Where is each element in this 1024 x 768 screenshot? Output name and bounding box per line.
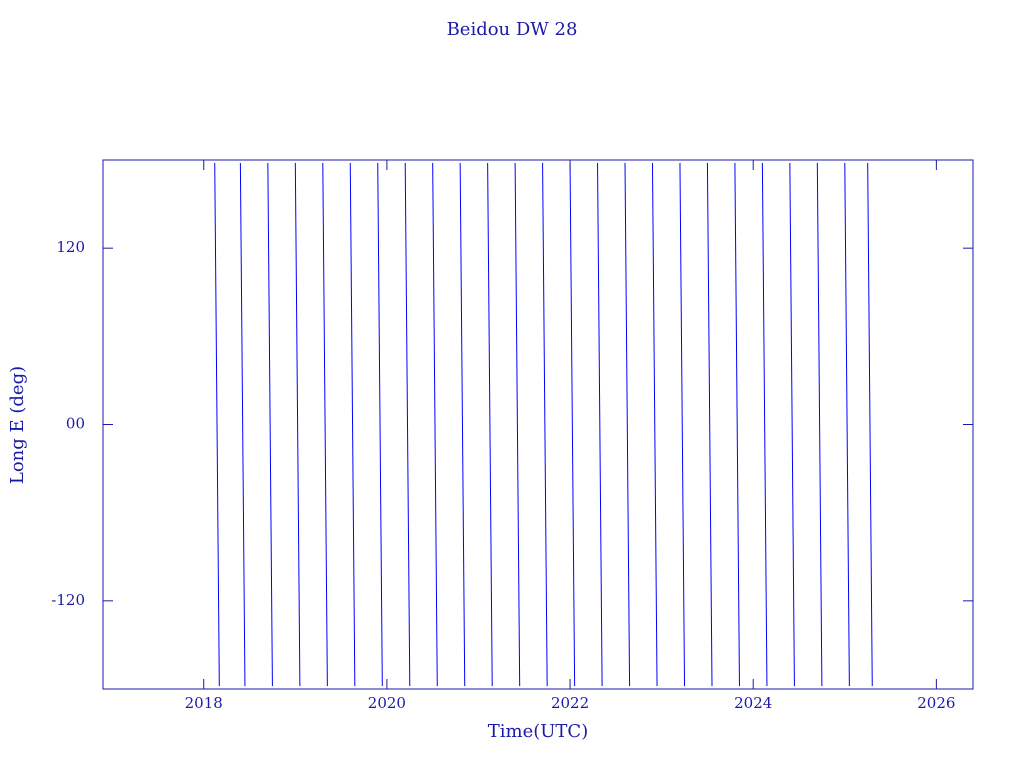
chart-title: Beidou DW 28 [447,19,578,40]
data-line [214,162,873,687]
x-tick-label: 2020 [368,694,406,712]
plot-frame [102,159,974,690]
x-axis-label: Time(UTC) [488,721,588,742]
y-tick-label: 00 [66,415,85,433]
y-axis-label: Long E (deg) [7,366,28,484]
x-tick-label: 2022 [551,694,589,712]
x-tick-label: 2018 [185,694,223,712]
y-tick-label: 120 [56,238,85,256]
y-tick-label: -120 [51,591,85,609]
x-tick-label: 2024 [734,694,772,712]
x-tick-label: 2026 [917,694,955,712]
